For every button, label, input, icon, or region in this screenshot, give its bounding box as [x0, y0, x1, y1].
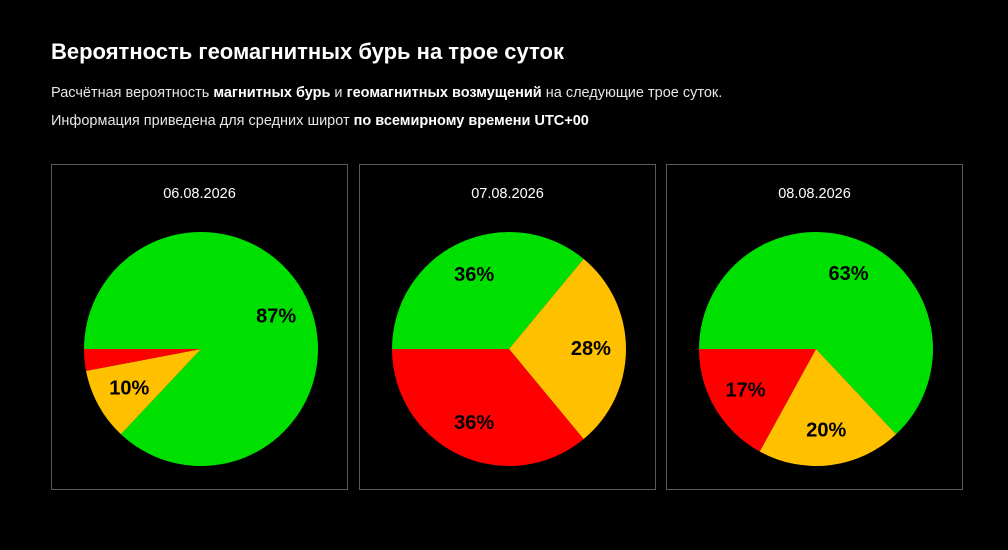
- forecast-card-day-1: 06.08.2026 87% 10%: [51, 164, 348, 490]
- description-line-2: Информация приведена для средних широт п…: [51, 113, 589, 129]
- slice-label: 10%: [109, 377, 149, 399]
- forecast-card-day-2: 07.08.2026 36% 28% 36%: [359, 164, 656, 490]
- pie-slice: [699, 349, 816, 452]
- description-emphasis: магнитных бурь: [213, 85, 331, 101]
- description-emphasis: по всемирному времени UTC+00: [353, 113, 589, 129]
- pie-slice: [84, 231, 318, 466]
- page-title: Вероятность геомагнитных бурь на трое су…: [51, 39, 564, 64]
- slice-label: 87%: [256, 305, 296, 327]
- description-line-1: Расчётная вероятность магнитных бурь и г…: [51, 85, 722, 101]
- slice-label: 28%: [571, 338, 611, 360]
- slice-label: 17%: [725, 380, 765, 402]
- card-date: 07.08.2026: [471, 186, 544, 202]
- pie-slice: [759, 349, 897, 467]
- card-date: 08.08.2026: [778, 186, 851, 202]
- description-text: Информация приведена для средних широт: [51, 113, 354, 129]
- pie-chart: 87% 10%: [84, 231, 318, 466]
- slice-label: 63%: [829, 263, 869, 285]
- slice-label: 36%: [454, 264, 494, 286]
- pie-chart: 63% 20% 17%: [699, 231, 933, 467]
- forecast-card-day-3: 08.08.2026 63% 20% 17%: [666, 164, 963, 490]
- pie-slice: [699, 231, 933, 435]
- pie-slice: [392, 349, 584, 467]
- slice-label: 36%: [454, 412, 494, 434]
- pie-slice: [392, 231, 584, 349]
- pie-slice: [86, 349, 201, 435]
- pie-chart: 36% 28% 36%: [392, 231, 627, 467]
- description-text: и: [330, 85, 347, 101]
- description-text: Расчётная вероятность: [51, 85, 214, 101]
- slice-label: 20%: [806, 419, 846, 441]
- card-date: 06.08.2026: [163, 186, 236, 202]
- description-text: на следующие трое суток.: [541, 85, 723, 101]
- description-emphasis: геомагнитных возмущений: [346, 85, 542, 101]
- pie-slice: [509, 258, 627, 440]
- pie-slice: [84, 349, 201, 371]
